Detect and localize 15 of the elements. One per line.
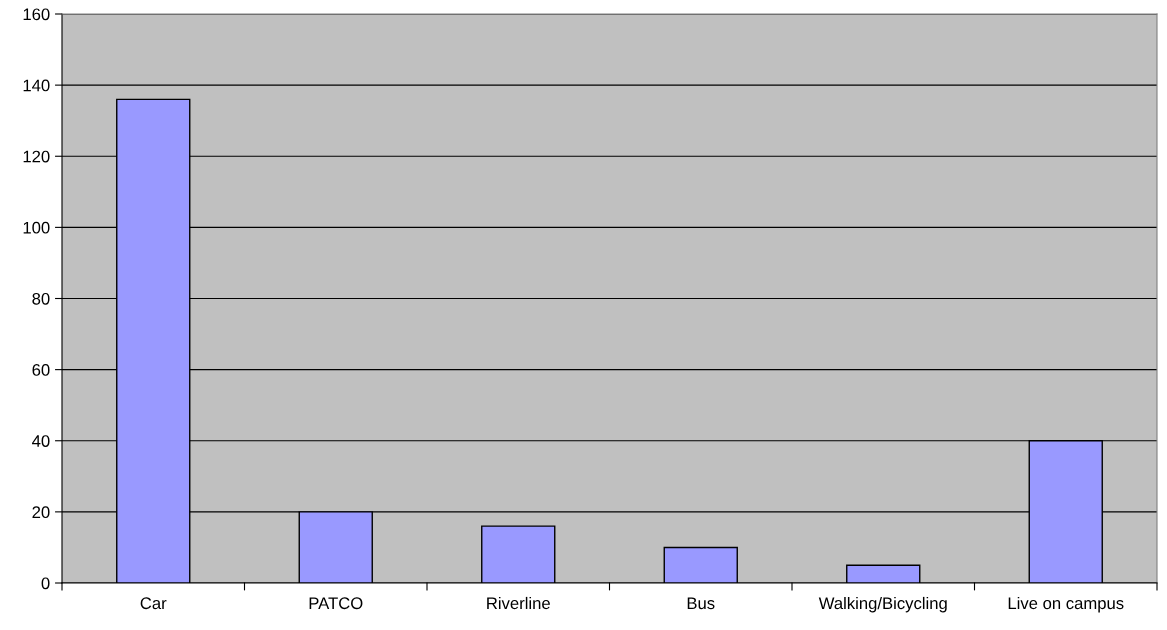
y-tick-label: 140 — [23, 79, 50, 92]
x-tick-label: Riverline — [487, 596, 550, 610]
y-tick-label: 100 — [23, 221, 50, 234]
x-tick-label: Walking/Bicycling — [818, 596, 947, 613]
y-tick-label: 80 — [32, 292, 50, 305]
x-tick-label: PATCO — [309, 597, 363, 610]
y-tick-label: 0 — [41, 577, 50, 590]
y-tick-label: 20 — [32, 506, 50, 519]
y-tick-label: 40 — [32, 435, 50, 447]
x-tick-label: Live on campus — [1008, 596, 1124, 613]
y-tick-label: 120 — [23, 150, 50, 163]
x-tick-label: Car — [140, 597, 167, 610]
x-tick-label: Bus — [687, 597, 715, 610]
y-tick-label: 160 — [23, 8, 50, 21]
y-tick-label: 60 — [32, 364, 50, 376]
